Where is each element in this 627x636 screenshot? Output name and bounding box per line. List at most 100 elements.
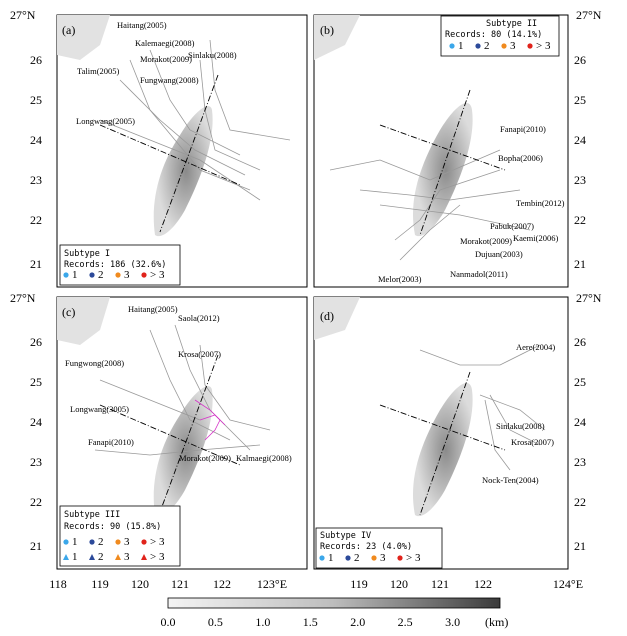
y-tick: 21 xyxy=(30,539,42,553)
typhoon-tracks xyxy=(419,344,546,471)
typhoon-name: Fungwang(2008) xyxy=(140,75,199,85)
y-tick: 22 xyxy=(30,495,42,509)
legend-marker xyxy=(449,43,455,49)
x-tick: 120 xyxy=(131,577,149,591)
legend-label: > 3 xyxy=(150,551,165,563)
typhoon-names-b: Fanapi(2010) Bopha(2006) Tembin(2012) Pa… xyxy=(378,124,565,284)
legend-label: 2 xyxy=(98,551,104,563)
legend-label: > 3 xyxy=(536,40,551,52)
x-tick: 123°E xyxy=(257,577,287,591)
colorbar-tick: 2.5 xyxy=(398,615,413,629)
records-label: Records: 80 (14.1%) xyxy=(445,30,542,40)
y-tick: 27°N xyxy=(576,291,602,305)
y-tick: 25 xyxy=(30,375,42,389)
division-lines xyxy=(99,74,241,233)
division-lines xyxy=(99,354,241,513)
legend-marker xyxy=(115,539,121,545)
legend-label: 2 xyxy=(98,269,104,281)
y-tick: 24 xyxy=(574,133,586,147)
typhoon-name: Longwang(2005) xyxy=(76,116,135,126)
y-tick: 22 xyxy=(574,213,586,227)
legend-marker xyxy=(63,539,69,545)
legend-label: 1 xyxy=(72,551,78,563)
legend-label: > 3 xyxy=(406,552,421,564)
y-tick: 23 xyxy=(30,455,42,469)
y-tick: 23 xyxy=(30,173,42,187)
legend-marker xyxy=(319,555,325,561)
legend-row: 1 2 3 > 3 xyxy=(63,269,165,281)
typhoon-name: Bopha(2006) xyxy=(498,153,543,163)
legend-row: 1 2 3 > 3 xyxy=(63,536,165,548)
division-lines xyxy=(379,89,506,236)
colorbar-tick: 2.0 xyxy=(350,615,365,629)
legend-label: > 3 xyxy=(150,269,165,281)
y-tick: 21 xyxy=(30,257,42,271)
colorbar-tick: 0.5 xyxy=(208,615,223,629)
legend-label: 3 xyxy=(124,551,130,563)
typhoon-name: Haitang(2005) xyxy=(117,20,167,30)
panel-label: (c) xyxy=(62,305,75,319)
legend-marker xyxy=(371,555,377,561)
typhoon-name: Fanapi(2010) xyxy=(500,124,546,134)
typhoon-name: Nanmadol(2011) xyxy=(450,269,508,279)
china-coast xyxy=(314,15,360,60)
legend-box-d xyxy=(315,527,443,569)
typhoon-names-d: Aere(2004) Sinlaku(2008) Krosa(2007) Noc… xyxy=(482,342,555,485)
typhoon-name: Krosa(2007) xyxy=(511,437,554,447)
y-tick: 27°N xyxy=(576,8,602,22)
taiwan-island xyxy=(153,106,213,237)
panel-d: Aere(2004) Sinlaku(2008) Krosa(2007) Noc… xyxy=(313,296,569,570)
y-tick: 22 xyxy=(30,213,42,227)
legend-label: 3 xyxy=(124,269,130,281)
x-tick: 122 xyxy=(213,577,231,591)
subtype-label: Subtype I xyxy=(64,249,110,259)
typhoon-name: Morakot(2009) xyxy=(179,453,231,463)
records-label: Records: 90 (15.8%) xyxy=(64,522,161,532)
typhoon-name: Haitang(2005) xyxy=(128,304,178,314)
legend-label: > 3 xyxy=(150,536,165,548)
legend-marker xyxy=(397,555,403,561)
y-tick: 25 xyxy=(574,93,586,107)
subtype-label: Subtype III xyxy=(64,510,120,520)
panel-label: (b) xyxy=(320,23,334,37)
y-tick: 25 xyxy=(574,375,586,389)
typhoon-names-a: Haitang(2005) Kalemaegi(2008) Morakot(20… xyxy=(76,20,237,126)
legend-label: 1 xyxy=(72,536,78,548)
typhoon-name: Kalemaegi(2008) xyxy=(135,38,195,48)
colorbar-tick: 1.5 xyxy=(303,615,318,629)
legend-label: 1 xyxy=(328,552,334,564)
legend-label: 2 xyxy=(484,40,490,52)
colorbar-tick: 3.0 xyxy=(445,615,460,629)
panel-b: Fanapi(2010) Bopha(2006) Tembin(2012) Pa… xyxy=(313,14,569,288)
panel-label: (a) xyxy=(62,23,75,37)
legend-marker xyxy=(141,539,147,545)
taiwan-island xyxy=(153,386,213,517)
legend-marker xyxy=(63,554,69,560)
colorbar-tick: 1.0 xyxy=(255,615,270,629)
magenta-tracks xyxy=(194,399,226,441)
y-tick: 25 xyxy=(30,93,42,107)
legend-label: 3 xyxy=(124,536,130,548)
china-coast xyxy=(57,297,110,345)
y-tick: 26 xyxy=(574,335,586,349)
colorbar-ticks: 0.0 0.5 1.0 1.5 2.0 2.5 3.0 xyxy=(161,615,461,629)
x-axis: 118 119 120 121 122 123°E 119 120 121 12… xyxy=(49,577,583,591)
china-coast xyxy=(57,15,110,60)
x-tick: 119 xyxy=(91,577,109,591)
typhoon-name: Morakot(2009) xyxy=(460,236,512,246)
legend-marker xyxy=(89,272,95,278)
typhoon-names-c: Haitang(2005) Saola(2012) Krosa(2007) Fu… xyxy=(65,304,292,463)
typhoon-name: Sinlaku(2008) xyxy=(188,50,237,60)
legend-marker xyxy=(141,272,147,278)
x-tick: 120 xyxy=(390,577,408,591)
x-tick: 119 xyxy=(350,577,368,591)
y-tick: 26 xyxy=(574,53,586,67)
legend-label: 2 xyxy=(98,536,104,548)
subtype-label: Subtype IV xyxy=(320,531,371,541)
typhoon-name: Morakot(2009) xyxy=(140,54,192,64)
legend-marker xyxy=(141,554,147,560)
records-label: Records: 186 (32.6%) xyxy=(64,260,166,270)
typhoon-name: Talim(2005) xyxy=(77,66,120,76)
typhoon-name: Kalmaegi(2008) xyxy=(236,453,292,463)
